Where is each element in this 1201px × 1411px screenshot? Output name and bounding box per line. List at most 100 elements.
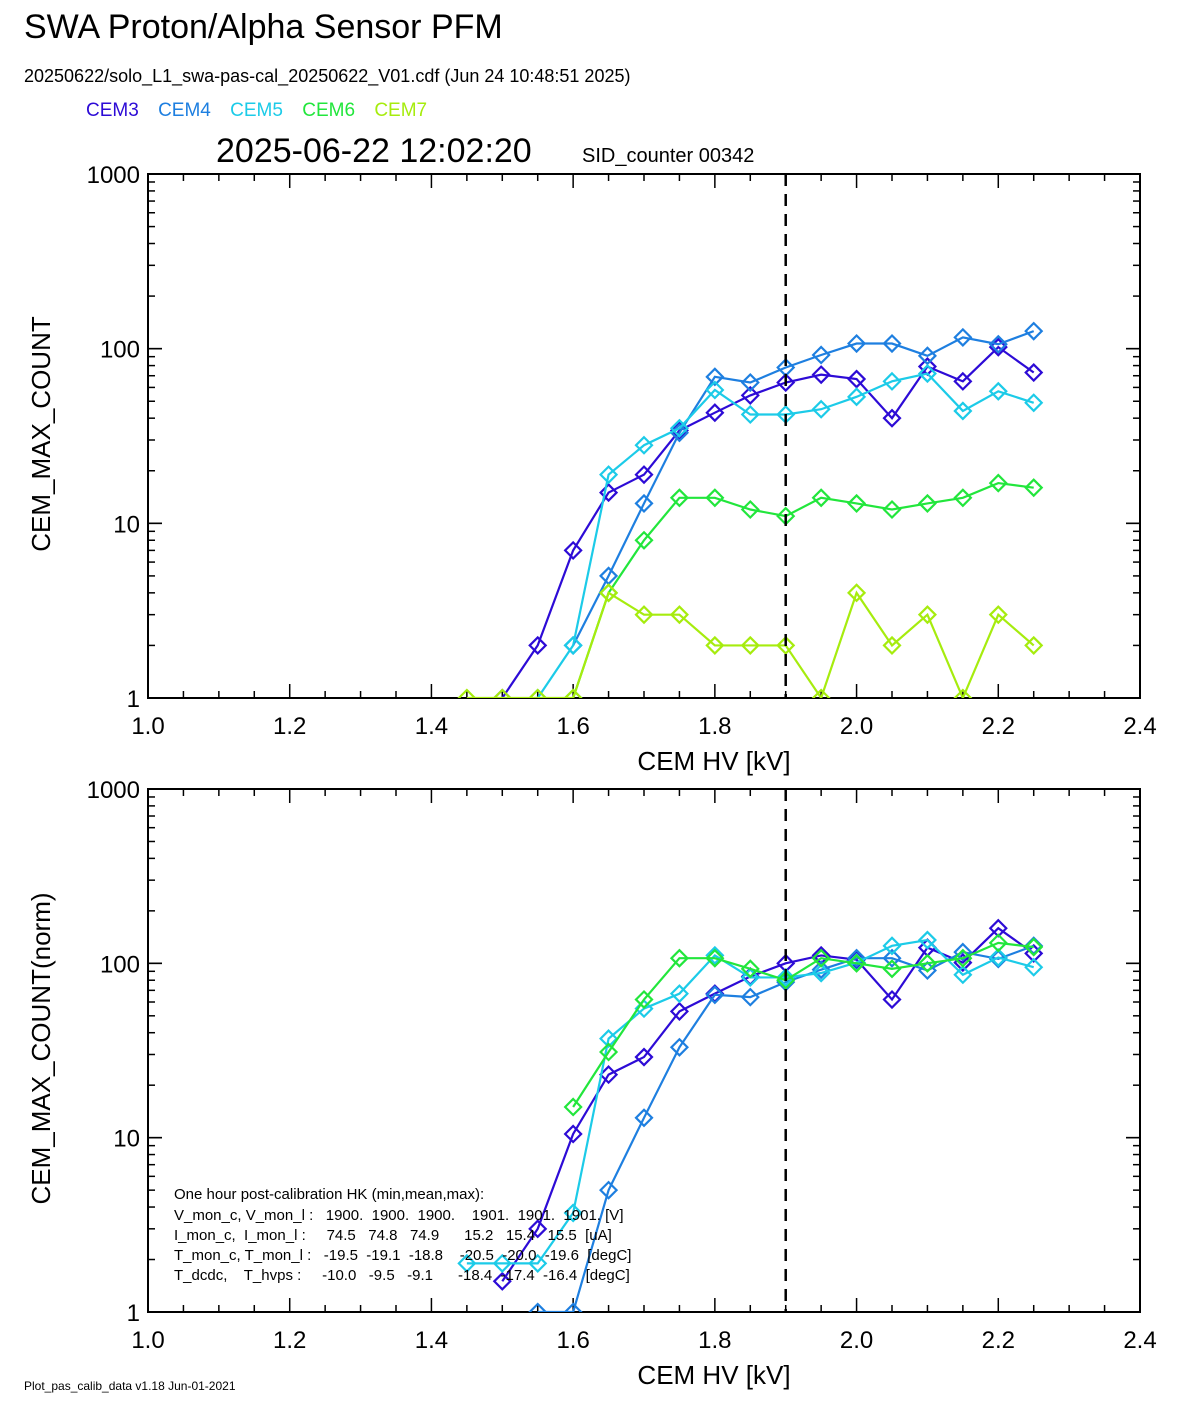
- data-point-cem6: [811, 488, 831, 508]
- x-tick-label: 1.4: [415, 1327, 448, 1354]
- series-group: [457, 321, 1044, 698]
- data-point-cem3: [1024, 362, 1044, 383]
- data-point-cem7: [776, 635, 796, 655]
- data-point-cem4: [953, 942, 973, 962]
- data-point-cem6: [669, 488, 689, 508]
- x-tick-label: 1.8: [698, 713, 731, 740]
- data-point-cem6: [634, 530, 654, 550]
- data-point-cem7: [705, 635, 725, 655]
- data-point-cem5: [740, 404, 760, 425]
- data-point-cem6: [917, 493, 937, 513]
- data-point-cem7: [669, 605, 689, 625]
- data-point-cem6: [1024, 478, 1044, 498]
- data-point-cem3: [705, 403, 725, 423]
- data-point-cem5: [953, 401, 973, 421]
- data-point-cem5: [563, 635, 583, 655]
- data-point-cem6: [882, 959, 902, 979]
- data-point-cem3: [492, 1271, 512, 1291]
- data-point-cem6: [634, 989, 654, 1010]
- data-point-cem5: [528, 1253, 548, 1273]
- data-point-cem3: [811, 365, 831, 385]
- data-point-cem4: [528, 1302, 548, 1312]
- data-point-cem4: [634, 1108, 654, 1128]
- series-group: [457, 918, 1044, 1312]
- data-point-cem3: [669, 1001, 689, 1021]
- x-tick-label: 1.0: [131, 713, 164, 740]
- data-point-cem4: [705, 985, 725, 1005]
- series-line-cem4: [537, 944, 1035, 1312]
- legend-item-cem3: CEM3: [86, 100, 139, 121]
- data-point-cem5: [882, 371, 902, 391]
- y-axis-label: CEM_MAX_COUNT(norm): [26, 892, 56, 1204]
- data-point-cem4: [563, 1302, 583, 1312]
- data-point-cem5: [1024, 957, 1044, 977]
- data-point-cem4: [847, 948, 867, 968]
- data-point-cem6: [847, 953, 867, 973]
- x-tick-label: 1.6: [556, 1327, 589, 1354]
- x-tick-label: 1.6: [556, 713, 589, 740]
- data-point-cem4: [882, 333, 902, 354]
- data-point-cem5: [705, 945, 725, 965]
- data-point-cem3: [740, 385, 760, 405]
- y-tick-label: 100: [100, 337, 140, 364]
- y-tick-label: 1000: [87, 777, 140, 804]
- data-point-cem4: [634, 493, 654, 513]
- data-point-cem3: [563, 1124, 583, 1144]
- data-point-cem7: [740, 635, 760, 655]
- timestamp: 2025-06-22 12:02:20: [216, 132, 532, 170]
- data-point-cem7: [492, 688, 512, 698]
- data-point-cem4: [882, 948, 902, 968]
- data-point-cem6: [811, 948, 831, 968]
- data-point-cem3: [776, 372, 796, 393]
- data-point-cem4: [740, 372, 760, 393]
- data-point-cem3: [599, 1065, 619, 1085]
- hk-row: V_mon_c, V_mon_l : 1900. 1900. 1900. 190…: [174, 1207, 623, 1224]
- data-point-cem7: [988, 605, 1008, 625]
- x-tick-label: 2.4: [1123, 713, 1156, 740]
- data-point-cem5: [776, 967, 796, 987]
- data-point-cem7: [917, 605, 937, 625]
- data-point-cem3: [599, 483, 619, 503]
- data-point-cem5: [705, 380, 725, 400]
- series-line-cem3: [501, 345, 1035, 698]
- data-point-cem4: [953, 327, 973, 347]
- hk-title: One hour post-calibration HK (min,mean,m…: [174, 1186, 484, 1203]
- data-point-cem3: [634, 465, 654, 485]
- data-point-cem5: [811, 399, 831, 419]
- x-axis-label: CEM HV [kV]: [637, 1360, 790, 1390]
- data-point-cem6: [988, 933, 1008, 953]
- x-tick-label: 2.4: [1123, 1327, 1156, 1354]
- x-tick-label: 1.2: [273, 1327, 306, 1354]
- data-point-cem4: [669, 1037, 689, 1057]
- data-point-cem5: [988, 381, 1008, 401]
- data-point-cem7: [457, 688, 477, 698]
- hk-row: T_mon_c, T_mon_l : -19.5 -19.1 -18.8 -20…: [174, 1247, 631, 1264]
- legend-item-cem5: CEM5: [230, 100, 283, 121]
- y-tick-label: 10: [113, 511, 140, 538]
- data-point-cem5: [917, 364, 937, 384]
- x-tick-label: 1.2: [273, 713, 306, 740]
- data-point-cem5: [740, 967, 760, 987]
- x-tick-label: 2.0: [840, 713, 873, 740]
- data-point-cem4: [811, 345, 831, 365]
- data-point-cem6: [563, 1097, 583, 1117]
- data-point-cem3: [882, 408, 902, 428]
- data-point-cem3: [634, 1047, 654, 1067]
- y-tick-label: 1: [127, 686, 140, 713]
- data-point-cem5: [847, 387, 867, 407]
- data-point-cem6: [599, 1042, 619, 1062]
- x-tick-label: 2.0: [840, 1327, 873, 1354]
- data-point-cem3: [811, 945, 831, 965]
- y-tick-label: 1: [127, 1300, 140, 1327]
- data-point-cem6: [705, 948, 725, 968]
- data-point-cem4: [917, 346, 937, 366]
- data-point-cem3: [563, 540, 583, 560]
- data-point-cem5: [811, 963, 831, 983]
- data-point-cem5: [988, 947, 1008, 968]
- data-point-cem4: [811, 960, 831, 980]
- plot-panel-2: 1.0 1.2 1.4 1.6 1.8 2.0 2.2 2.4 1 10 100 1000 CEM HV…: [26, 777, 1157, 1390]
- data-point-cem4: [599, 1180, 619, 1200]
- data-point-cem6: [847, 493, 867, 513]
- data-point-cem3: [528, 1219, 548, 1239]
- footer-version: Plot_pas_calib_data v1.18 Jun-01-2021: [24, 1379, 236, 1393]
